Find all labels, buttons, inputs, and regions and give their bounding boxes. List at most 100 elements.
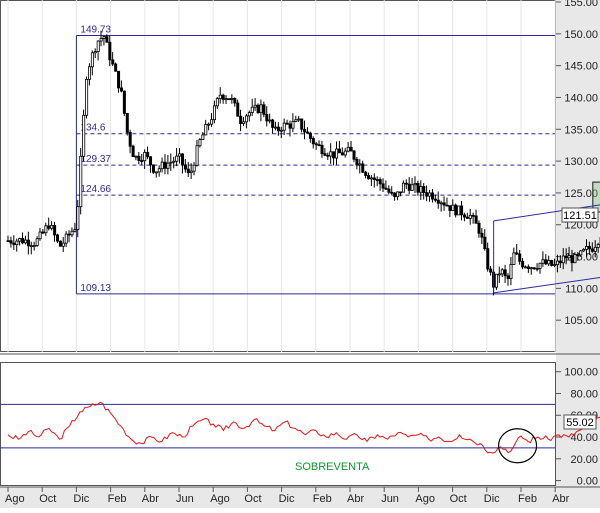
price-bar-body	[15, 240, 19, 246]
price-bar-body	[558, 260, 562, 264]
price-bar-body	[494, 273, 498, 288]
date-tick-label: Jun	[176, 493, 194, 505]
price-bar-body	[329, 151, 333, 157]
date-tick-label: Jun	[381, 493, 399, 505]
price-bar-body	[486, 248, 490, 270]
price-bar-body	[457, 205, 461, 216]
price-bar-body	[541, 259, 545, 264]
price-bar-body	[410, 184, 414, 191]
price-bar-body	[431, 192, 435, 200]
price-bar-body	[85, 78, 89, 116]
price-bar-body	[181, 153, 185, 166]
price-bar-body	[573, 254, 577, 264]
last-price-badge	[561, 207, 599, 223]
price-bar-body	[175, 155, 179, 162]
fib-level-label: 109.13	[80, 283, 111, 294]
date-tick-label: Abr	[142, 493, 159, 505]
price-bar-body	[448, 205, 452, 211]
price-tick-label: 130.00	[564, 156, 598, 168]
price-bar-body	[210, 119, 214, 125]
price-bar-body	[233, 97, 237, 104]
price-bar-body	[236, 102, 240, 117]
price-bar-body	[454, 204, 458, 216]
price-bar-body	[556, 260, 560, 265]
date-tick-label: Ago	[210, 493, 230, 505]
price-tick-label: 125.00	[564, 188, 598, 200]
price-bar-body	[64, 233, 68, 244]
date-tick-label: Oct	[39, 493, 56, 505]
price-bar-body	[509, 264, 513, 279]
date-tick-label: Feb	[108, 493, 127, 505]
price-bar-body	[538, 262, 542, 269]
date-axis-background	[0, 487, 600, 508]
price-bar-body	[332, 151, 336, 159]
fib-level-label: 124.66	[80, 184, 111, 195]
price-bar-body	[79, 155, 83, 208]
price-bar-body	[242, 121, 246, 124]
date-tick-label: Oct	[244, 493, 261, 505]
price-bar-body	[143, 151, 147, 162]
price-bar-body	[125, 113, 129, 133]
price-bar-body	[340, 152, 344, 156]
price-bar-body	[114, 63, 118, 72]
price-bar-body	[425, 192, 429, 197]
price-bar-body	[268, 119, 272, 122]
price-bar-body	[82, 114, 86, 157]
price-bar-body	[364, 171, 368, 176]
price-bar-body	[564, 255, 568, 259]
price-axis: 105.00110.00115.00120.00125.00130.00135.…	[556, 0, 598, 327]
fib-level-label: 149.73	[80, 25, 111, 36]
price-bar-body	[221, 94, 225, 100]
price-bar-body	[474, 215, 478, 224]
price-bar-body	[544, 259, 548, 265]
price-bar-body	[576, 254, 580, 256]
price-bar-body	[108, 41, 112, 61]
price-bar-body	[390, 191, 394, 194]
price-bar-body	[271, 119, 275, 128]
rsi-tick-label: 20.00	[570, 454, 598, 466]
price-bar-body	[265, 113, 269, 122]
price-bar-body	[105, 36, 109, 43]
price-bar-body	[151, 164, 155, 173]
fib-level-label: 129.37	[80, 154, 111, 165]
rsi-tick-label: 80.00	[570, 388, 598, 400]
price-bar-body	[521, 260, 525, 268]
price-bar-body	[189, 170, 193, 173]
price-bar-body	[570, 255, 574, 264]
price-bar-body	[335, 148, 339, 159]
price-bar-body	[122, 90, 126, 114]
date-axis: Ago Oct Dic Feb Abr Jun Ago Oct Dic Feb Abr Jun Ago O…	[5, 487, 570, 505]
price-bar-body	[512, 252, 516, 265]
price-bar-body	[436, 199, 440, 204]
rsi-panel-frame	[0, 362, 556, 486]
price-bar-body	[274, 126, 278, 129]
price-bar-body	[119, 87, 123, 92]
rsi-line	[7, 401, 600, 454]
price-bar-body	[471, 214, 475, 217]
last-rsi-badge	[563, 414, 597, 430]
price-bar-body	[477, 222, 481, 234]
price-bar-body	[262, 104, 266, 115]
price-bar-body	[140, 160, 144, 162]
price-tick-label: 105.00	[564, 315, 598, 327]
price-bar-body	[480, 232, 484, 238]
price-bar-body	[61, 242, 65, 247]
price-bar-body	[500, 269, 504, 275]
price-bar-body	[396, 191, 400, 198]
price-bar-body	[326, 154, 330, 157]
last-price-label: 121.51	[563, 210, 597, 222]
price-bar-body	[460, 205, 464, 216]
price-bar-body	[256, 104, 260, 114]
price-bar-body	[532, 267, 536, 270]
fib-level-label: 134.6	[80, 123, 105, 134]
price-bar-body	[503, 269, 507, 277]
price-bar-body	[18, 238, 22, 242]
price-bar-body	[276, 126, 280, 132]
price-bar-body	[422, 186, 426, 193]
price-tick-label: 150.00	[564, 29, 598, 41]
fibonacci-retracement: 149.73 134.6 129.37 124.66 109.13	[75, 25, 555, 295]
date-tick-label: Feb	[313, 493, 332, 505]
price-bar-body	[535, 268, 539, 270]
price-tick-label: 145.00	[564, 61, 598, 73]
